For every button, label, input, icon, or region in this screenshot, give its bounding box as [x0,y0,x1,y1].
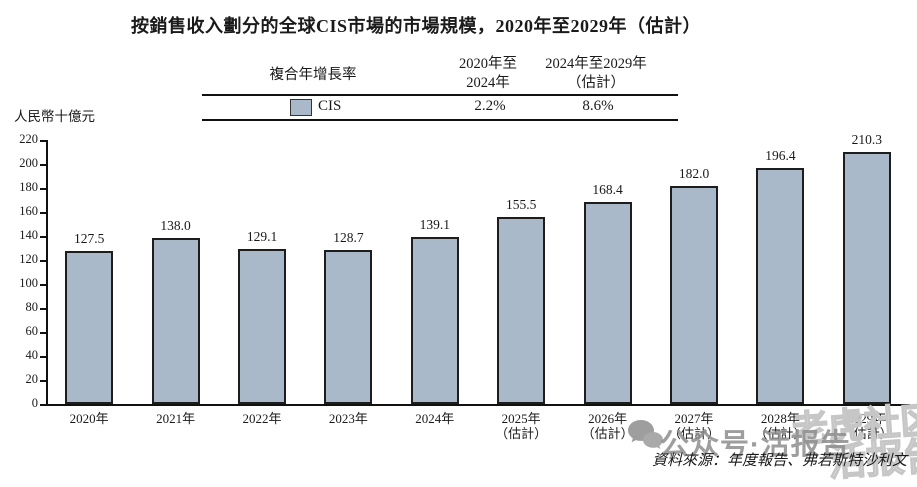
source-note: 資料來源：年度報告、弗若斯特沙利文 [651,453,907,469]
x-axis-category-label: 2021年 [156,411,196,426]
y-axis-tick [40,380,46,382]
cis-series-label: CIS [318,98,342,114]
y-axis-tick [40,212,46,214]
bar-value-label: 168.4 [592,181,623,197]
y-axis-tick-label: 140 [19,228,38,242]
y-axis-tick [40,332,46,334]
x-axis-category-label: 2026年 （估計） [581,411,634,441]
y-axis-tick [40,188,46,190]
cis-bar-2028年 [756,168,805,404]
cagr-col2-period-line2: （估計） [567,75,625,91]
chat-bubbles-icon [628,420,663,449]
y-axis-tick-label: 0 [31,396,38,410]
bar-value-label: 182.0 [678,165,710,181]
cis-bar-2024年 [410,237,459,404]
x-axis-estimate-sublabel: （估計） [754,426,807,441]
bar-value-label: 155.5 [506,197,537,213]
bar-value-label: 210.3 [851,131,882,147]
gray-watermark-text: 公众号·活报告 [660,429,851,461]
cagr-value-2020-2024: 2.2% [474,98,506,114]
y-axis-tick [40,140,46,142]
y-axis-tick [40,284,46,286]
cagr-col2-period-line1: 2024年至2029年 [545,56,647,72]
bar-value-label: 138.0 [160,218,191,234]
x-axis-category-label: 2027年 （估計） [667,411,721,441]
x-axis-category-label: 2023年 [328,411,368,426]
x-axis-line [46,404,910,406]
y-axis-tick-label: 180 [19,180,38,194]
x-axis-estimate-sublabel: （估計） [667,426,721,441]
cis-bar-2026年 [583,201,632,404]
chart-title: 按銷售收入劃分的全球CIS市場的市場規模，2020年至2029年（估計） [130,16,701,36]
x-axis-category-label: 2022年 [242,411,282,426]
table-rule-top [202,94,678,97]
cis-bar-2023年 [324,249,373,404]
cis-bar-2025年 [497,217,546,404]
cis-bar-2029年 [842,151,891,404]
cis-legend-swatch [290,99,312,116]
bar-value-label: 139.1 [419,217,450,233]
table-rule-bottom [202,119,678,122]
cagr-header-label: 複合年增長率 [269,67,357,83]
bar-value-label: 129.1 [246,229,278,245]
cis-bar-2022年 [238,249,286,404]
x-axis-estimate-sublabel: （估計） [840,426,893,441]
cis-bar-2027年 [670,185,718,404]
x-axis-estimate-sublabel: （估計） [495,426,548,441]
y-axis-line [46,140,48,406]
y-axis-tick-label: 120 [19,252,38,266]
cis-bar-2020年 [65,251,114,404]
y-axis-tick [40,236,46,238]
y-axis-tick [40,356,46,358]
bar-value-label: 196.4 [765,148,796,164]
x-axis-category-label: 2028年 （估計） [754,411,807,441]
y-axis-tick [40,260,46,262]
cagr-col1-period-line1: 2020年至 [459,56,517,72]
y-axis-tick-label: 40 [25,348,39,362]
y-axis-tick-label: 20 [25,372,39,386]
y-axis-tick-label: 60 [25,324,39,338]
y-axis-tick-label: 160 [19,204,38,218]
cagr-value-2024-2029: 8.6% [582,98,614,114]
x-axis-category-label: 2024年 [415,411,455,426]
cagr-col1-period-line2: 2024年 [466,75,510,91]
y-axis-tick [40,164,46,166]
x-axis-category-label: 2020年 [69,411,109,426]
bar-value-label: 128.7 [333,229,364,245]
y-axis-tick-label: 80 [25,300,39,314]
x-axis-category-label: 2029年 （估計） [840,411,893,441]
x-axis-estimate-sublabel: （估計） [581,426,634,441]
y-axis-tick-label: 100 [19,276,38,290]
y-axis-tick-label: 220 [19,132,38,146]
cis-bar-2021年 [151,238,200,404]
y-axis-tick [40,308,46,310]
y-axis-tick-label: 200 [19,156,38,170]
y-axis-tick [40,404,46,406]
bar-value-label: 127.5 [74,231,105,246]
x-axis-category-label: 2025年 （估計） [495,411,548,441]
y-axis-unit-label: 人民幣十億元 [14,109,95,124]
